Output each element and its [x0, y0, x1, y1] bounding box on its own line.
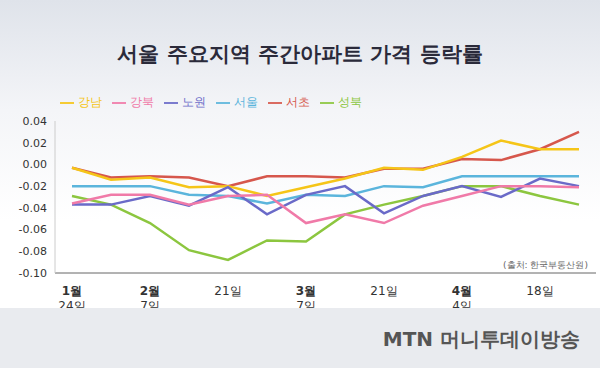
- html-text:성북: 성북: [338, 95, 362, 109]
- html-text:(출처: 한국부동산원): (출처: 한국부동산원): [503, 260, 588, 270]
- svg-text:4일: 4일: [452, 299, 472, 313]
- svg-text:4월: 4월: [452, 284, 472, 298]
- svg-text:21일: 21일: [214, 284, 241, 298]
- svg-text:2월: 2월: [140, 284, 160, 298]
- html-text:강북: 강북: [130, 95, 154, 109]
- svg-text:-0.06: -0.06: [19, 223, 47, 236]
- html-text:강남: 강남: [78, 95, 102, 109]
- html-text:서울: 서울: [234, 95, 258, 109]
- svg-text:-0.04: -0.04: [19, 202, 47, 215]
- svg-text:0.00: 0.00: [23, 158, 48, 171]
- svg-text:0.04: 0.04: [23, 115, 48, 128]
- svg-text:-0.10: -0.10: [19, 267, 47, 280]
- html-text:서울 주요지역 주간아파트 가격 등락률: 서울 주요지역 주간아파트 가격 등락률: [117, 42, 483, 66]
- html-text:서초: 서초: [286, 95, 310, 109]
- html-text:노원: 노원: [182, 95, 206, 109]
- svg-text:7일: 7일: [296, 299, 316, 313]
- svg-text:24일: 24일: [58, 299, 86, 313]
- svg-text:1월: 1월: [62, 284, 82, 298]
- html-text:MTN 머니투데이방송: MTN 머니투데이방송: [382, 327, 580, 351]
- svg-text:-0.02: -0.02: [19, 180, 47, 193]
- svg-text:3월: 3월: [296, 284, 316, 298]
- svg-text:18일: 18일: [526, 284, 553, 298]
- svg-text:21일: 21일: [370, 284, 397, 298]
- svg-text:7일: 7일: [140, 299, 160, 313]
- svg-text:0.02: 0.02: [23, 137, 48, 150]
- svg-text:-0.08: -0.08: [19, 245, 47, 258]
